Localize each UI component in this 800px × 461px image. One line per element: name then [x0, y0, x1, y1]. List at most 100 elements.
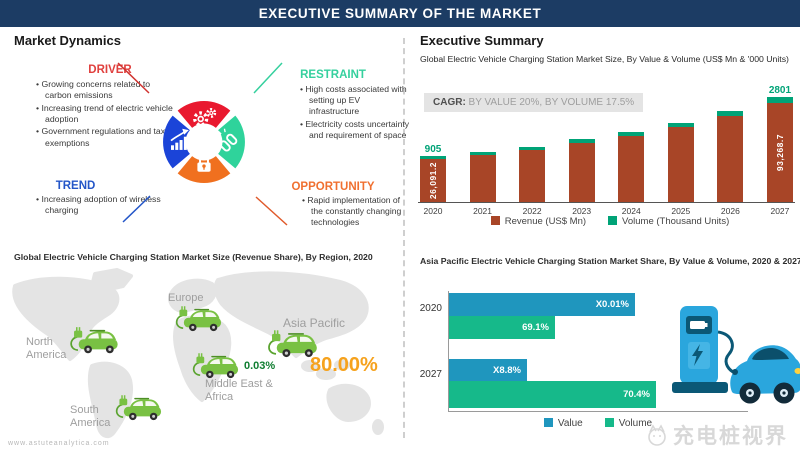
- bullet-point: • Growing concerns related to carbon emi…: [36, 79, 151, 101]
- section-divider: [403, 38, 405, 438]
- x-axis-label: 2026: [720, 206, 740, 216]
- south-america-shape: [87, 361, 133, 439]
- europe-shape: [168, 278, 217, 313]
- trend-segment: [163, 115, 190, 169]
- global-market-chart: 905 26,091.2 2020 2021 2022 2023 2024 2025 2026 2…: [418, 85, 795, 216]
- ev-charging-illustration: [672, 306, 800, 404]
- value-bar-2027: X8.8%: [449, 359, 527, 381]
- bullet-point: • Increasing trend of electric vehicle a…: [36, 102, 173, 124]
- volume-bar-segment: [469, 151, 496, 155]
- bullet-point: • Electricity costs uncertainty and requ…: [300, 118, 410, 140]
- charge-port: [732, 369, 738, 375]
- legend-volume-label: Volume (Thousand Units): [622, 216, 730, 227]
- opportunity-label: OPPORTUNITY: [291, 181, 375, 193]
- car-window: [752, 348, 789, 360]
- chart-baseline: [418, 202, 795, 203]
- revenue-data-label: 93,268.7: [774, 134, 785, 172]
- legend-revenue-label: Revenue (US$ Mn): [504, 216, 587, 227]
- charging-cable: [717, 330, 734, 374]
- chart-column-2022: 2022: [517, 85, 547, 216]
- revenue-bar-segment: [568, 143, 595, 203]
- legend-value-label: Value: [557, 418, 583, 429]
- volume-bar-segment: [717, 110, 744, 116]
- trend-label: TREND: [55, 180, 96, 192]
- bullet-point: • Rapid implementation of the constantly…: [302, 195, 402, 228]
- driver-segment: [177, 101, 231, 128]
- revenue-bar-segment: [618, 136, 645, 203]
- hchart-year-2027: 2027: [419, 369, 442, 380]
- restraint-points: • High costs associated with setting up …: [300, 84, 412, 142]
- region-label-middle-east-africa: Middle East & Africa: [205, 378, 273, 403]
- hchart-year-2020: 2020: [419, 303, 442, 314]
- global-chart-legend: Revenue (US$ Mn) Volume (Thousand Units): [440, 216, 780, 227]
- volume-bar-segment: [568, 139, 595, 143]
- lock-icon: [197, 154, 211, 172]
- revenue-data-label: 26,091.2: [428, 162, 438, 200]
- watermark-astuteanalytica: www.astuteanalytica.com: [8, 440, 110, 447]
- x-axis-label: 2020: [423, 206, 443, 216]
- value-bar-2020: X0.01%: [449, 293, 635, 316]
- volume-bar-2027: 70.4%: [449, 381, 656, 408]
- world-map: [12, 268, 384, 439]
- x-axis-label: 2024: [621, 206, 641, 216]
- volume-data-label: 2801: [768, 85, 792, 97]
- page-title: EXECUTIVE SUMMARY OF THE MARKET: [0, 0, 800, 27]
- volume-data-label: 905: [424, 144, 442, 156]
- region-label-asia-pacific: Asia Pacific: [283, 316, 346, 330]
- chart-column-2021: 2021: [468, 85, 498, 216]
- asia-pacific-chart-title: Asia Pacific Electric Vehicle Charging S…: [420, 256, 800, 266]
- global-chart-subtitle: Global Electric Vehicle Charging Station…: [420, 54, 789, 64]
- region-label-north-america: North America: [26, 336, 67, 361]
- gears-icon: [193, 108, 217, 127]
- chart-column-2023: 2023: [567, 85, 597, 216]
- bullet-point: • Government regulations and tax exempti…: [36, 126, 166, 148]
- growth-chart-icon: [170, 128, 189, 150]
- share-asia-pacific: 80.00%: [310, 354, 378, 376]
- region-label-south-america: South America: [70, 404, 111, 429]
- legend-item-value: Value: [543, 418, 583, 429]
- volume-bar-segment: [766, 97, 793, 103]
- revenue-bar-segment: [717, 116, 744, 203]
- chart-column-2027: 2801 93,268.7 2027: [765, 85, 795, 216]
- x-axis-label: 2022: [522, 206, 542, 216]
- restraint-label: RESTRAINT: [300, 69, 366, 81]
- x-axis-label: 2023: [572, 206, 592, 216]
- market-dynamics-title: Market Dynamics: [14, 33, 121, 48]
- legend-volume2-label: Volume: [618, 418, 653, 429]
- x-axis-label: 2025: [671, 206, 691, 216]
- executive-summary-title: Executive Summary: [420, 33, 544, 48]
- revenue-bar-segment: 93,268.7: [766, 103, 793, 203]
- volume-bar-2020: 69.1%: [449, 316, 555, 339]
- region-map-title: Global Electric Vehicle Charging Station…: [14, 252, 373, 262]
- australia-shape: [326, 383, 371, 422]
- revenue-bar-segment: [519, 150, 546, 203]
- watermark-logo: 充电桩视界: [645, 420, 788, 450]
- lightning-bolt-icon: [692, 344, 703, 366]
- cat-logo-icon: [648, 424, 666, 446]
- bullet-point: • Increasing adoption of wireless chargi…: [36, 194, 161, 216]
- cagr-text: BY VALUE 20%, BY VOLUME 17.5%: [465, 97, 635, 108]
- cagr-label: CAGR:: [433, 97, 466, 108]
- market-dynamics-ring-diagram: [163, 101, 245, 183]
- north-america-shape: [12, 276, 120, 361]
- revenue-bar-segment: [667, 127, 694, 203]
- opportunity-points: • Rapid implementation of the constantly…: [302, 195, 410, 230]
- legend-item-revenue: Revenue (US$ Mn): [490, 216, 587, 227]
- chain-link-icon: [214, 128, 238, 152]
- asia-pacific-chart: X0.01% 69.1% X8.8% 70.4%: [448, 291, 748, 412]
- volume2-swatch: [604, 418, 614, 427]
- trend-points: • Increasing adoption of wireless chargi…: [36, 194, 181, 218]
- bullet-point: • High costs associated with setting up …: [300, 84, 407, 117]
- car-icon-europe: [172, 305, 224, 332]
- revenue-swatch: [490, 216, 500, 225]
- legend-item-volume: Volume (Thousand Units): [608, 216, 729, 227]
- chart-column-2024: 2024: [616, 85, 646, 216]
- x-axis-label: 2021: [473, 206, 493, 216]
- chart-column-2020: 905 26,091.2 2020: [418, 85, 448, 216]
- revenue-bar-segment: [469, 155, 496, 203]
- value-swatch: [543, 418, 553, 427]
- chart-column-2025: 2025: [666, 85, 696, 216]
- driver-points: • Growing concerns related to carbon emi…: [36, 79, 178, 150]
- revenue-bar-segment: 26,091.2: [420, 159, 446, 203]
